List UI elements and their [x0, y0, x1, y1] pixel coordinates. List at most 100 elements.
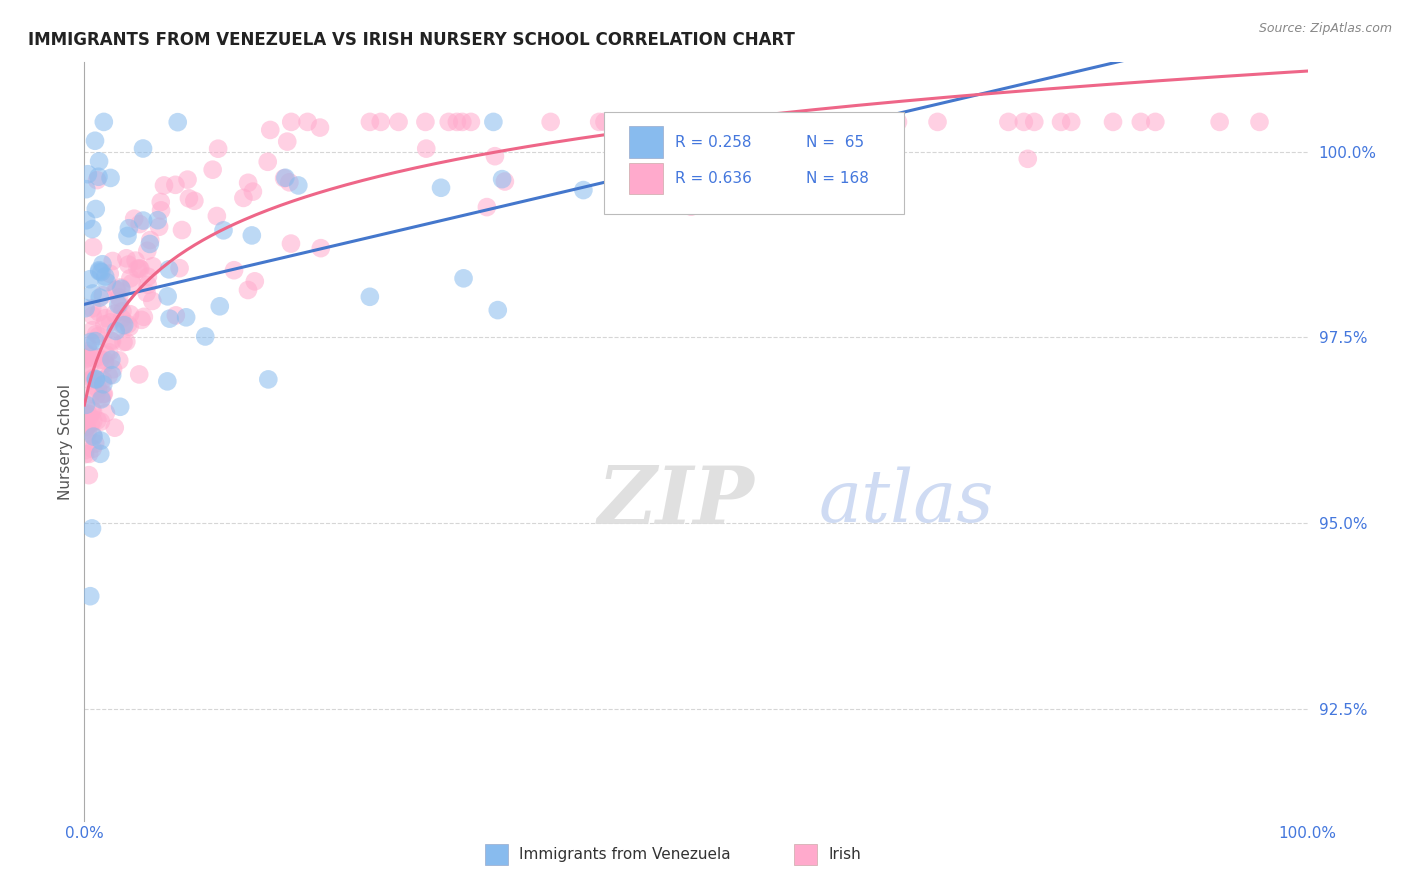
Point [101, 254, 124, 268]
Point [75, 420, 97, 434]
Point [105, 283, 128, 297]
Point [141, 293, 163, 308]
Point [274, 170, 297, 185]
Point [659, 138, 682, 153]
Point [415, 115, 437, 129]
Point [80, 334, 103, 349]
Point [75, 182, 97, 196]
Point [91, 377, 114, 392]
Point [118, 319, 141, 334]
Point [83, 351, 105, 366]
FancyBboxPatch shape [794, 844, 817, 865]
Point [87, 154, 110, 169]
Point [73, 423, 96, 437]
Point [111, 304, 134, 318]
Text: N =  65: N = 65 [806, 135, 865, 150]
Point [681, 200, 703, 214]
Point [1129, 115, 1152, 129]
Point [1208, 115, 1230, 129]
Text: atlas: atlas [818, 467, 994, 538]
Point [156, 289, 179, 303]
Point [159, 311, 181, 326]
Point [76, 167, 98, 181]
Point [242, 185, 264, 199]
Point [87, 350, 110, 364]
Point [682, 127, 704, 141]
Point [110, 282, 132, 296]
Point [104, 324, 127, 338]
Point [84, 202, 107, 216]
Point [112, 335, 135, 350]
Point [100, 352, 122, 367]
Point [593, 115, 616, 129]
Point [236, 283, 259, 297]
Point [120, 271, 142, 285]
Point [117, 258, 139, 272]
Point [170, 223, 193, 237]
Point [240, 228, 263, 243]
Point [232, 191, 254, 205]
Point [80, 387, 103, 401]
Point [76, 407, 98, 421]
Point [135, 285, 157, 300]
Point [460, 115, 482, 129]
Point [90, 392, 112, 407]
Point [704, 115, 727, 129]
Point [208, 299, 231, 313]
Point [997, 115, 1019, 129]
Point [98, 345, 121, 359]
Point [100, 334, 122, 348]
Y-axis label: Nursery School: Nursery School [58, 384, 73, 500]
Point [80, 402, 103, 417]
Point [136, 269, 159, 284]
Point [87, 382, 110, 396]
Point [166, 115, 188, 129]
Point [451, 115, 474, 129]
Point [870, 115, 893, 129]
Point [117, 317, 139, 331]
Point [82, 442, 104, 456]
Point [82, 370, 104, 384]
Point [82, 414, 104, 428]
Point [205, 209, 228, 223]
Point [148, 219, 170, 234]
Point [256, 154, 278, 169]
Point [84, 334, 107, 348]
Point [86, 173, 108, 187]
Point [75, 409, 97, 423]
Point [176, 172, 198, 186]
Point [82, 309, 104, 323]
Point [84, 436, 107, 450]
Point [77, 447, 100, 461]
Point [101, 368, 124, 383]
Point [482, 115, 505, 129]
Point [927, 115, 949, 129]
Point [1144, 115, 1167, 129]
Text: Immigrants from Venezuela: Immigrants from Venezuela [519, 847, 731, 862]
Point [446, 115, 468, 129]
Point [128, 217, 150, 231]
Point [1024, 115, 1046, 129]
Point [243, 274, 266, 288]
Point [157, 262, 180, 277]
Point [76, 347, 98, 361]
Point [86, 388, 108, 402]
Point [93, 115, 115, 129]
Point [212, 223, 235, 237]
Point [101, 334, 124, 349]
Point [142, 260, 165, 274]
Point [101, 362, 124, 376]
Point [128, 261, 150, 276]
Point [540, 115, 562, 129]
Point [82, 286, 104, 301]
Point [107, 298, 129, 312]
Point [118, 307, 141, 321]
Point [96, 275, 118, 289]
Point [90, 415, 112, 429]
Point [110, 280, 132, 294]
Point [136, 277, 159, 292]
Point [117, 229, 139, 244]
Point [150, 203, 173, 218]
Point [108, 353, 131, 368]
Point [297, 115, 319, 129]
